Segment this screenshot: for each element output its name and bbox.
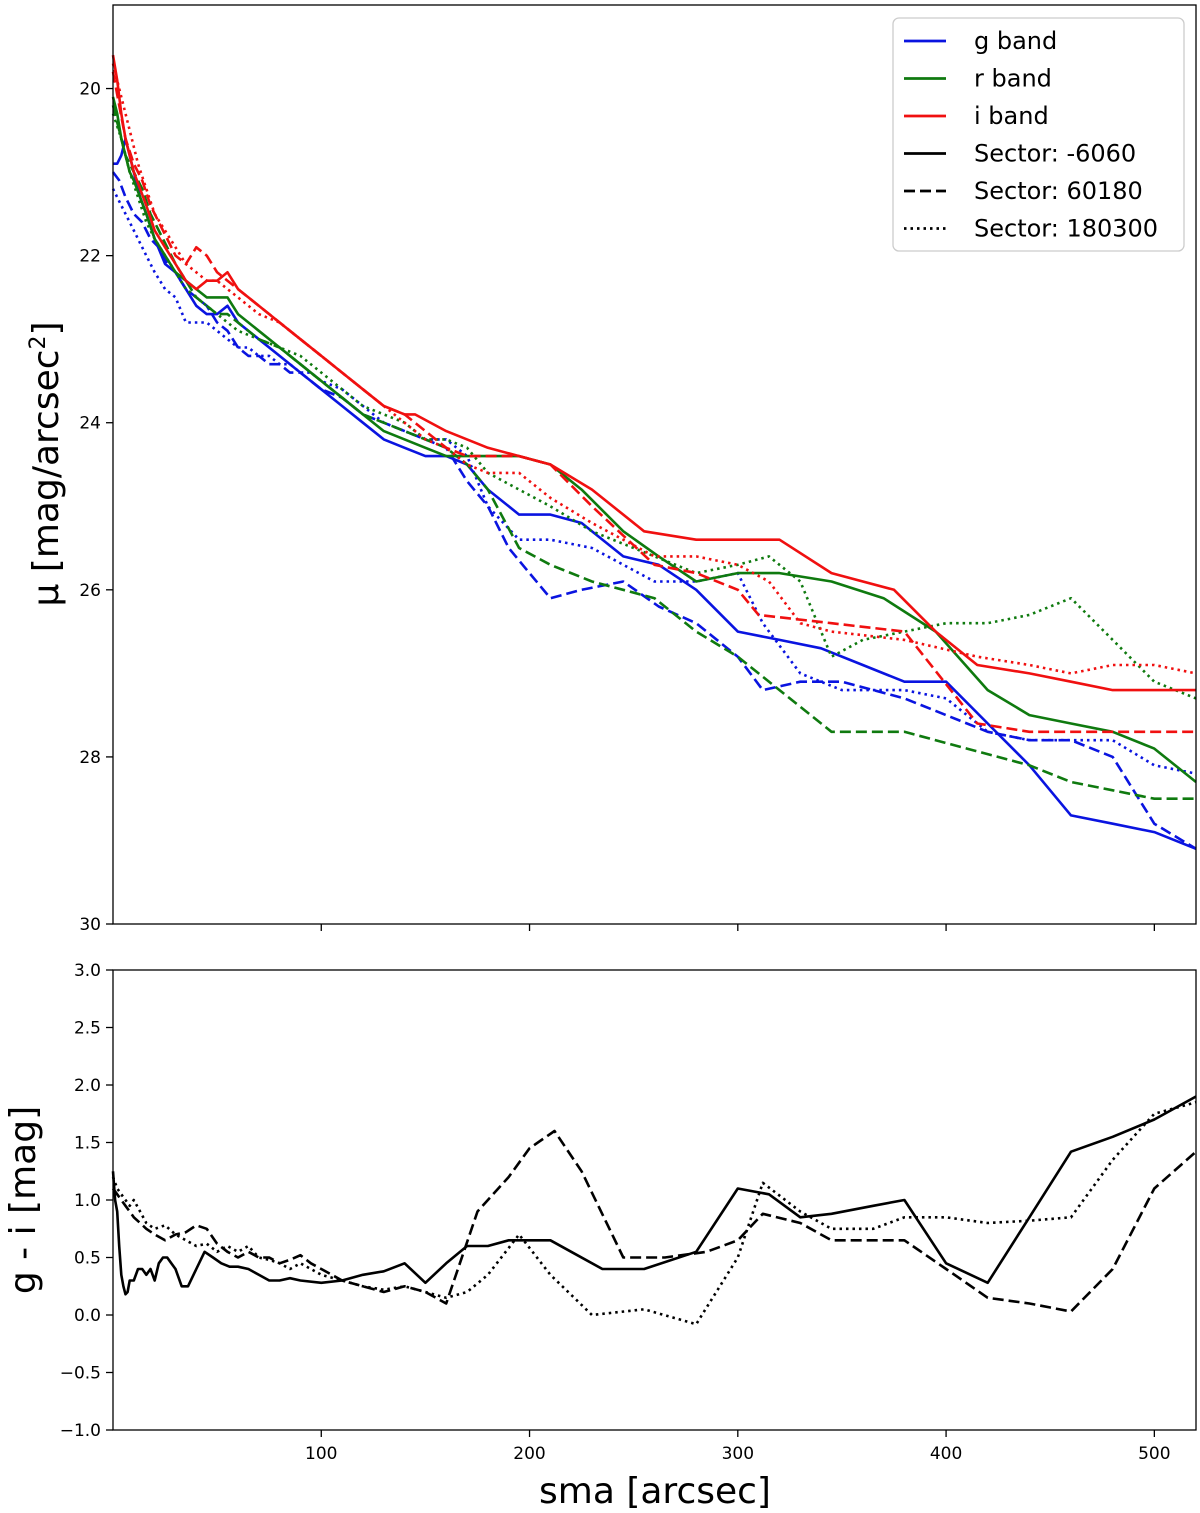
bottom-x-tick-label: 200 <box>513 1444 545 1464</box>
legend-label: Sector: 60180 <box>974 177 1143 205</box>
legend-label: g band <box>974 27 1057 55</box>
series-g-band-sector-180300-line <box>111 188 1197 775</box>
legend-box <box>892 17 1185 252</box>
top-y-axis-label: μ [mag/arcsec2] <box>26 321 67 606</box>
legend-label: i band <box>974 102 1049 130</box>
bottom-x-tick-label: 100 <box>305 1444 337 1464</box>
series-i-band-sector-180300-line <box>111 63 1197 675</box>
color-profile-series <box>111 1095 1197 1326</box>
legend-label: Sector: -6060 <box>974 140 1136 168</box>
bottom-y-tick-label: −0.5 <box>60 1364 101 1384</box>
bottom-y-tick-label: 1.5 <box>74 1134 101 1154</box>
top-y-tick-label: 30 <box>79 915 101 935</box>
bottom-y-tick-label: 3.0 <box>74 961 101 981</box>
legend-label: r band <box>974 65 1052 93</box>
top-y-tick-label: 28 <box>79 748 101 768</box>
legend-label: Sector: 180300 <box>974 215 1158 243</box>
bottom-y-tick-label: 0.5 <box>74 1249 101 1269</box>
bottom-y-axis-label: g - i [mag] <box>3 1106 44 1294</box>
top-y-tick-label: 20 <box>79 80 101 100</box>
bottom-y-tick-label: 2.5 <box>74 1019 101 1039</box>
bottom-x-tick-label: 500 <box>1138 1444 1170 1464</box>
series-g-i-sector-180300-line <box>111 1101 1197 1326</box>
top-y-tick-label: 26 <box>79 581 101 601</box>
bottom-y-tick-label: 1.0 <box>74 1191 101 1211</box>
top-axes-frame <box>112 4 1197 925</box>
top-y-tick-label: 24 <box>79 414 101 434</box>
bottom-y-tick-label: 0.0 <box>74 1306 101 1326</box>
bottom-y-ticks: −1.0 −0.5 0.0 0.5 1.0 1.5 2.0 2.5 3.0 <box>60 961 113 1441</box>
bottom-y-tick-label: 2.0 <box>74 1076 101 1096</box>
surface-brightness-panel: 20 22 24 26 28 30 μ [mag/arcsec2] g band r ban… <box>26 4 1197 935</box>
surface-brightness-series <box>111 54 1197 851</box>
series-i-band-sector-60180-line <box>111 71 1196 734</box>
bottom-x-tick-label: 300 <box>722 1444 754 1464</box>
x-axis-label: sma [arcsec] <box>539 1471 771 1512</box>
bottom-x-ticks: 100 200 300 400 500 <box>305 1430 1171 1464</box>
bottom-x-tick-label: 400 <box>930 1444 962 1464</box>
series-g-i-sector-60180-line <box>111 1129 1197 1313</box>
top-x-ticks <box>320 924 1155 931</box>
series-g-i-sector--6060-line <box>111 1095 1197 1296</box>
bottom-y-tick-label: −1.0 <box>60 1421 101 1441</box>
color-profile-panel: −1.0 −0.5 0.0 0.5 1.0 1.5 2.0 2.5 3.0 100 200 300 4… <box>3 961 1197 1512</box>
top-y-tick-label: 22 <box>79 247 101 267</box>
top-y-ticks: 20 22 24 26 28 30 <box>79 80 113 935</box>
series-r-band-sector-60180-line <box>111 104 1196 801</box>
legend: g band r band i band Sector: -6060 Sector: 6… <box>892 17 1185 252</box>
